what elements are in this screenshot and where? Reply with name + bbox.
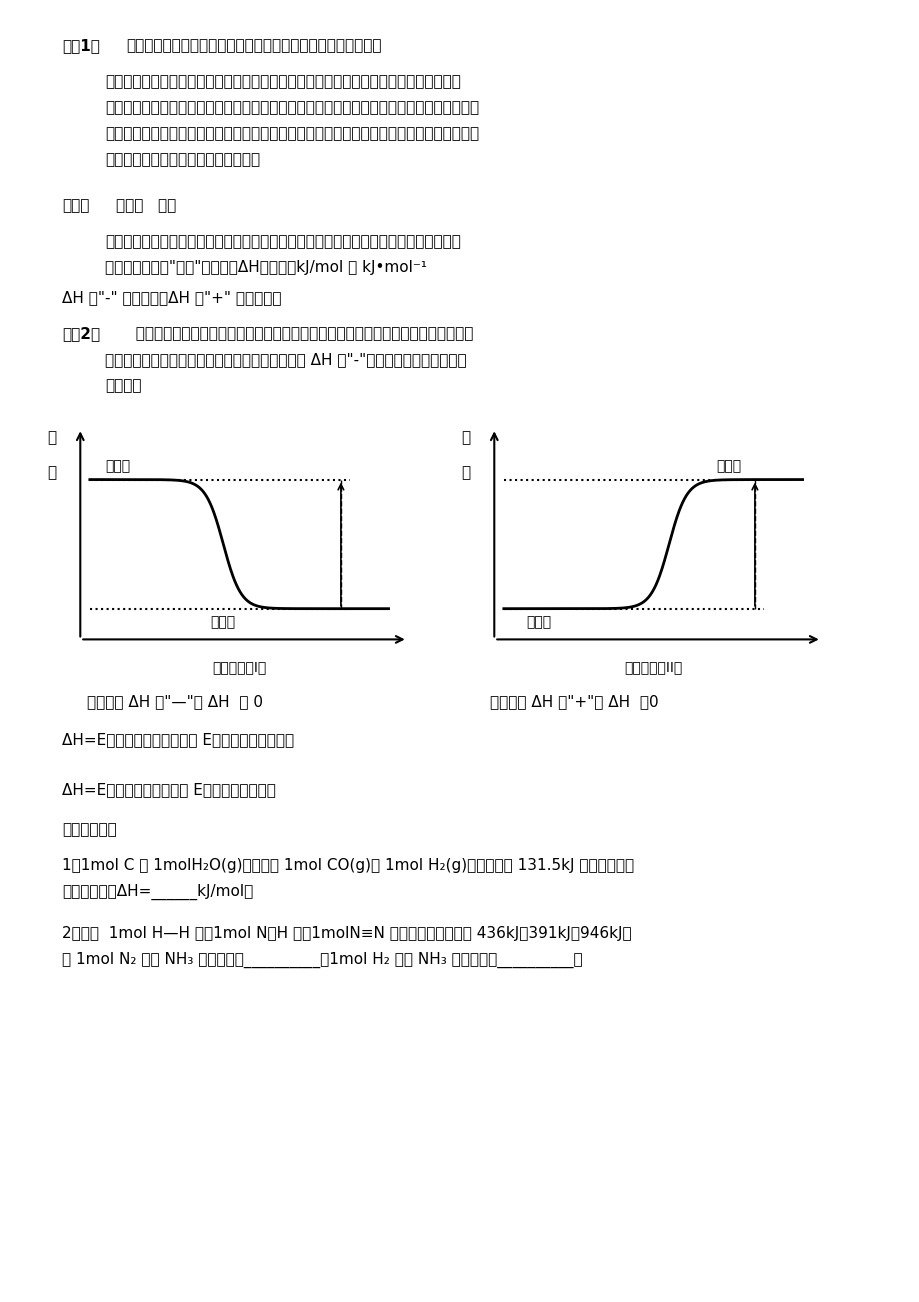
- Text: 反应热   焓变: 反应热 焓变: [116, 198, 176, 214]
- Text: 则 1mol N₂ 生成 NH₃ 的反应热为__________，1mol H₂ 生成 NH₃ 的反应热为__________。: 则 1mol N₂ 生成 NH₃ 的反应热为__________，1mol H₂…: [62, 952, 582, 969]
- Text: 能量如何转换的？能量从哪里转移到哪里？体系的能量如何变化？升高是降低？环境: 能量如何转换的？能量从哪里转移到哪里？体系的能量如何变化？升高是降低？环境: [126, 326, 473, 341]
- Text: 反应物: 反应物: [106, 460, 130, 474]
- Text: 化学反应过程中为什么会有能量的变化？（用学过的知识回答）: 化学反应过程中为什么会有能量的变化？（用学过的知识回答）: [126, 38, 381, 53]
- Text: 归纳：: 归纳：: [62, 198, 89, 214]
- Text: 【内化练习】: 【内化练习】: [62, 822, 117, 837]
- Text: ΔH 为"-" 为放热反应ΔH 为"+" 为吸热反应: ΔH 为"-" 为放热反应ΔH 为"+" 为吸热反应: [62, 290, 281, 305]
- Text: 应的反应热为ΔH=______kJ/mol。: 应的反应热为ΔH=______kJ/mol。: [62, 884, 253, 900]
- Text: 放热反应 ΔH 为"—"或 ΔH  〈 0: 放热反应 ΔH 为"—"或 ΔH 〈 0: [87, 694, 263, 710]
- Text: 还是环境: 还是环境: [105, 378, 142, 393]
- Text: 量: 量: [460, 465, 470, 480]
- Text: 反应过程（II）: 反应过程（II）: [623, 660, 682, 674]
- Text: ΔH=E（生成物的总能量）－ E（反应物的总能量）: ΔH=E（生成物的总能量）－ E（反应物的总能量）: [62, 732, 294, 747]
- Text: 子的过程。旧键断裂需要吸收能量，新键形成需要放出能量。而一般化学反应中，旧键的断裂: 子的过程。旧键断裂需要吸收能量，新键形成需要放出能量。而一般化学反应中，旧键的断…: [105, 100, 479, 115]
- Text: ΔH=E（反应物的键能）－ E（生成物的键能）: ΔH=E（反应物的键能）－ E（生成物的键能）: [62, 783, 276, 797]
- Text: 反应过程（I）: 反应过程（I）: [212, 660, 266, 674]
- Text: 化学反应的实质就是反应物分子中化学键断裂，形成新的化学键，从新组合成生成物的分: 化学反应的实质就是反应物分子中化学键断裂，形成新的化学键，从新组合成生成物的分: [105, 74, 460, 89]
- Text: 生成物: 生成物: [210, 615, 235, 629]
- Text: 反应热，又称为"焓变"。符号：ΔH，单位：kJ/mol 或 kJ•mol⁻¹: 反应热，又称为"焓变"。符号：ΔH，单位：kJ/mol 或 kJ•mol⁻¹: [105, 260, 426, 275]
- Text: 生成物: 生成物: [716, 460, 741, 474]
- Text: 能: 能: [47, 431, 56, 445]
- Text: 量: 量: [47, 465, 56, 480]
- Text: 2、拆开  1mol H—H 键、1mol N－H 键、1molN≡N 键分别需要的能量是 436kJ、391kJ、946kJ，: 2、拆开 1mol H—H 键、1mol N－H 键、1molN≡N 键分别需要…: [62, 926, 631, 941]
- Text: 反应物: 反应物: [526, 615, 550, 629]
- Text: 思考1：: 思考1：: [62, 38, 100, 53]
- Text: 的能量如何变化？升高还是降低？规定放热反应的 ΔH 为"-"，是站在谁的角度？体系: 的能量如何变化？升高还是降低？规定放热反应的 ΔH 为"-"，是站在谁的角度？体…: [105, 352, 466, 367]
- Text: 能: 能: [460, 431, 470, 445]
- Text: 化学反应过程中所释放或吸收的能量，都可以热量（或换算成相应的热量）来表述，叫做: 化学反应过程中所释放或吸收的能量，都可以热量（或换算成相应的热量）来表述，叫做: [105, 234, 460, 249]
- Text: 所以化学反应过程中会有能量的变化。: 所以化学反应过程中会有能量的变化。: [105, 152, 260, 167]
- Text: 思考2：: 思考2：: [62, 326, 100, 341]
- Text: 吸热反应 ΔH 为"+"或 ΔH  〉0: 吸热反应 ΔH 为"+"或 ΔH 〉0: [490, 694, 658, 710]
- Text: 1、1mol C 与 1molH₂O(g)反应失成 1mol CO(g)和 1mol H₂(g)，需要吸收 131.5kJ 的热量，该反: 1、1mol C 与 1molH₂O(g)反应失成 1mol CO(g)和 1m…: [62, 858, 633, 874]
- Text: 所吸收的总能量与新键形成所放出的总能量是不相等的，而这个差值就是反应中能量的变化。: 所吸收的总能量与新键形成所放出的总能量是不相等的，而这个差值就是反应中能量的变化…: [105, 126, 479, 141]
